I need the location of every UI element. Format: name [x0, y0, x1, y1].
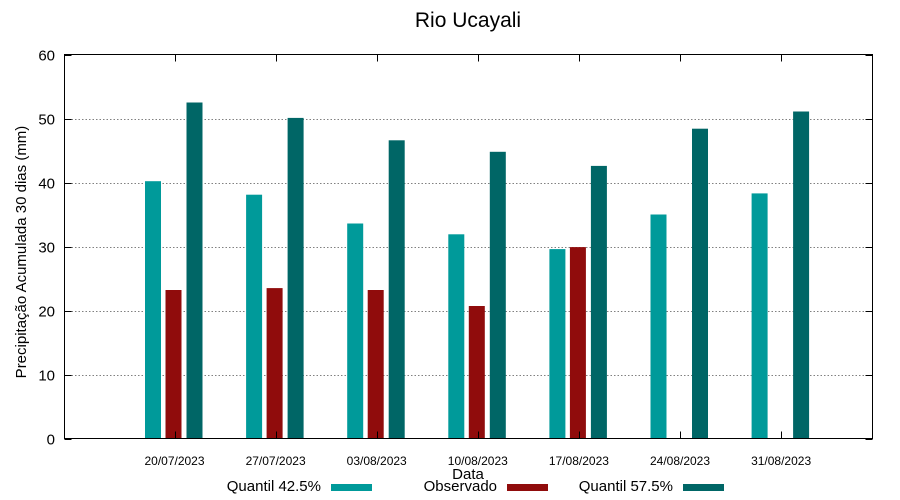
bar [468, 306, 485, 439]
x-tick-label: 03/08/2023 [347, 454, 407, 468]
bar [388, 140, 405, 439]
y-tick-label: 60 [38, 48, 55, 65]
legend-label: Quantil 42.5% [227, 478, 321, 495]
x-tick-label: 31/08/2023 [751, 454, 811, 468]
bar [590, 165, 607, 439]
x-tick-label: 10/08/2023 [448, 454, 508, 468]
y-tick-label: 30 [38, 240, 55, 257]
bar [692, 128, 708, 439]
x-axis-label: Data [452, 466, 484, 483]
legend: Quantil 42.5% Observado Quantil 57.5% [227, 478, 724, 495]
legend-swatch [683, 484, 724, 491]
legend-swatch [507, 484, 548, 491]
bar [650, 214, 667, 439]
bar [793, 111, 810, 439]
bar [287, 117, 304, 439]
x-tick-label: 27/07/2023 [246, 454, 306, 468]
x-tick-label: 24/08/2023 [650, 454, 710, 468]
bar [165, 290, 182, 439]
bars [145, 102, 810, 439]
bar [347, 223, 364, 439]
legend-label: Quantil 57.5% [579, 478, 673, 495]
bar [266, 288, 283, 439]
bar [448, 234, 465, 439]
bar [489, 151, 506, 439]
x-axis-ticks: 20/07/2023 27/07/2023 03/08/2023 10/08/2023… [144, 54, 811, 468]
x-tick-label: 17/08/2023 [549, 454, 609, 468]
y-tick-label: 20 [38, 304, 55, 321]
legend-label: Observado [424, 478, 497, 495]
y-axis-ticks: 0 10 20 30 40 50 60 [38, 48, 873, 449]
y-tick-label: 0 [47, 432, 55, 449]
bar [246, 194, 263, 439]
y-tick-label: 50 [38, 112, 55, 129]
x-tick-label: 20/07/2023 [144, 454, 204, 468]
y-tick-label: 40 [38, 176, 55, 193]
bar [186, 102, 203, 439]
bar [751, 193, 768, 439]
bar [145, 181, 161, 439]
plot-frame [64, 54, 873, 439]
bar [569, 247, 586, 439]
chart-title: Rio Ucayali [415, 9, 521, 32]
y-tick-label: 10 [38, 368, 55, 385]
legend-swatch [331, 484, 372, 491]
bar [367, 290, 384, 439]
bar [549, 249, 566, 439]
gridlines [64, 119, 873, 376]
y-axis-label: Precipitação Acumulada 30 dias (mm) [13, 126, 30, 379]
